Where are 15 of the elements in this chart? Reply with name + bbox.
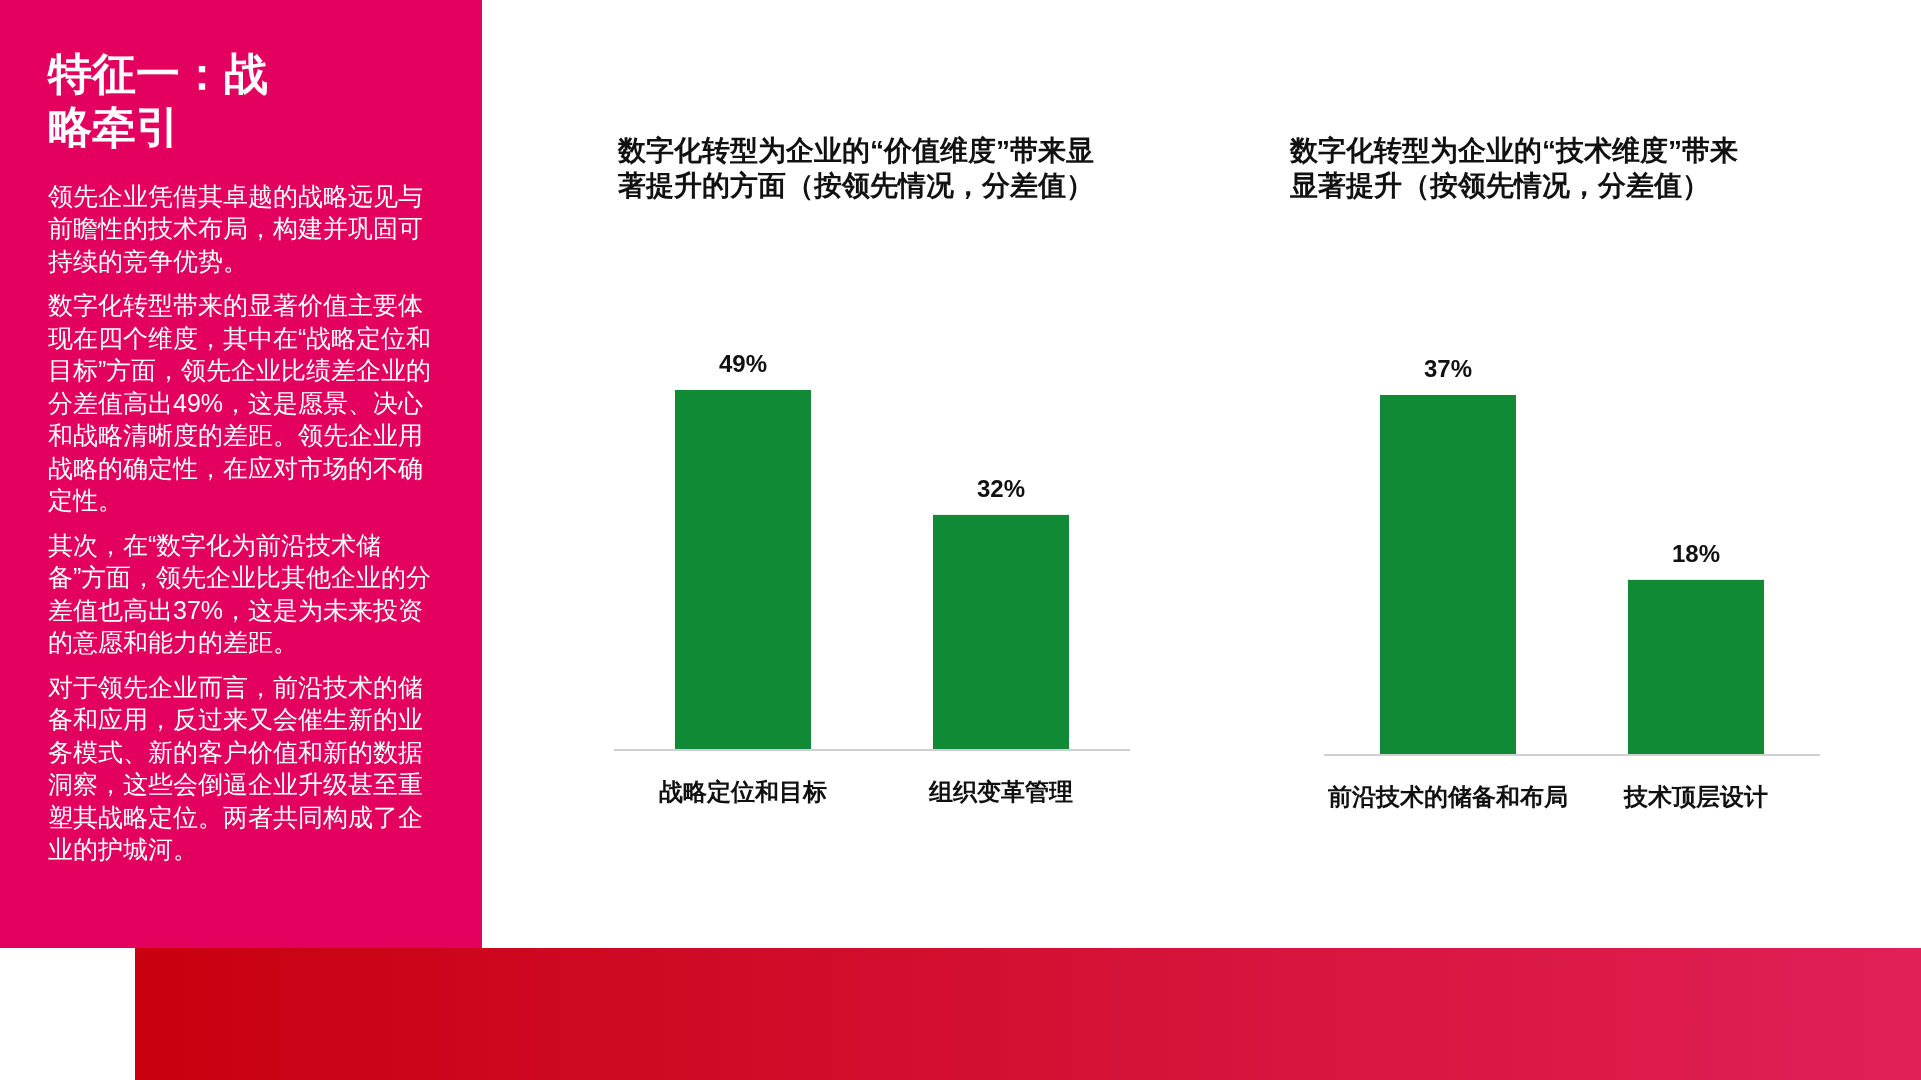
data-label: 32%: [976, 474, 1026, 502]
x-tick-label: 前沿技术的储备和布局: [1327, 783, 1568, 810]
chart-title: 数字化转型为企业的“技术维度”带来显著提升（按领先情况，分差值）: [1290, 134, 1739, 203]
text: 领先企业凭借其卓越的战略远见与前瞻性的技术布局，构建并巩固可持续的竞争优势。: [48, 180, 424, 277]
x-tick-label: 战略定位和目标: [659, 778, 827, 805]
data-label: 49%: [718, 350, 768, 377]
text: 其次，在“数字化为前沿技术储备”方面，领先企业比其他企业的分差值也高出37%，这是为未来投资的意愿和能力的差距。: [48, 529, 433, 659]
x-tick-label: 组织变革管理: [928, 778, 1073, 805]
data-label: 18%: [1671, 539, 1721, 567]
text: 对于领先企业而言，前沿技术的储备和应用，反过来又会催生新的业务模式、新的客户价值和新的数据洞察，这些会倒逼企业升级甚至重塑其战略定位。两者共同构成了企业的护城河。: [48, 671, 424, 866]
text: 特征一：战略牵引: [48, 48, 269, 153]
x-tick-label: 技术顶层设计: [1623, 783, 1768, 810]
data-label: 37%: [1423, 355, 1473, 382]
chart-title: 数字化转型为企业的“价值维度”带来显著提升的方面（按领先情况，分差值）: [618, 134, 1095, 203]
text: 数字化转型带来的显著价值主要体现在四个维度，其中在“战略定位和目标”方面，领先企业比绩差企业的分差值高出49%，这是愿景、决心和战略清晰度的差距。领先企业用战略的确定性，在应对市场的不确定性。: [48, 290, 433, 517]
